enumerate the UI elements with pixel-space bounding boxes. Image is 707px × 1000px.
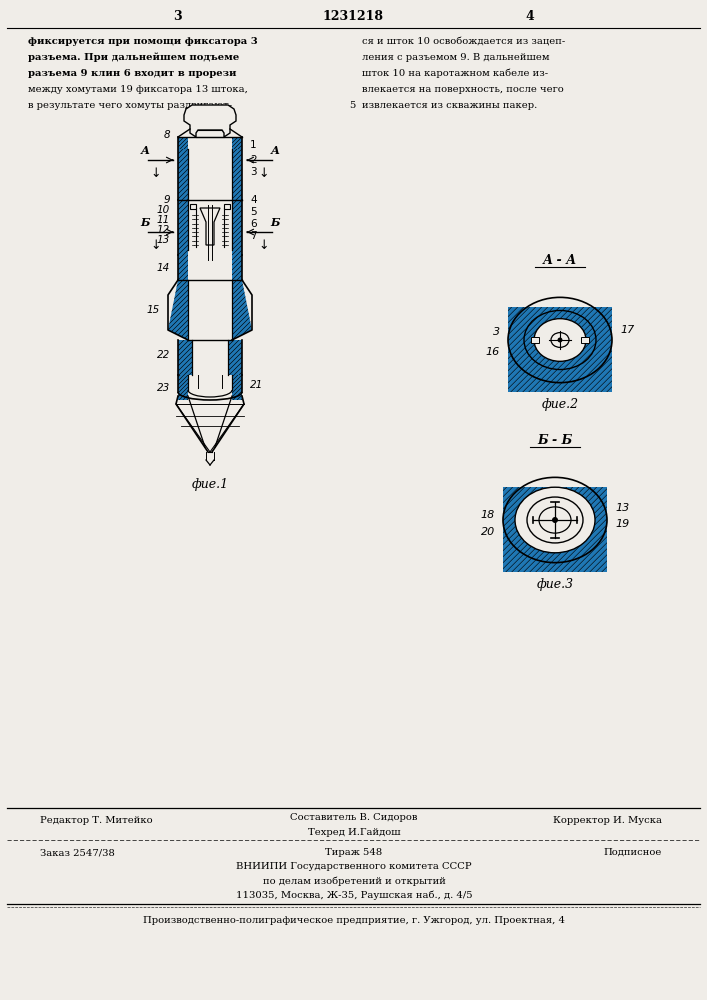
Text: 3: 3	[493, 327, 500, 337]
Text: ВНИИПИ Государственного комитета СССР: ВНИИПИ Государственного комитета СССР	[236, 862, 472, 871]
Text: 9: 9	[163, 195, 170, 205]
Ellipse shape	[551, 333, 569, 347]
Text: ся и шток 10 освобождается из зацеп-: ся и шток 10 освобождается из зацеп-	[362, 37, 566, 46]
Text: А: А	[271, 144, 279, 155]
Text: в результате чего хомуты раздвигают-: в результате чего хомуты раздвигают-	[28, 101, 232, 110]
Bar	[232, 375, 242, 400]
Ellipse shape	[527, 497, 583, 543]
Text: 13: 13	[615, 503, 629, 513]
Bar	[178, 137, 188, 149]
Text: 10: 10	[157, 205, 170, 215]
Text: ↓: ↓	[259, 239, 269, 252]
Text: 4: 4	[525, 10, 534, 23]
Bar	[178, 200, 188, 255]
Text: 1: 1	[250, 140, 257, 150]
Text: Редактор Т. Митейко: Редактор Т. Митейко	[40, 816, 153, 825]
Text: 14: 14	[157, 263, 170, 273]
Text: по делам изобретений и открытий: по делам изобретений и открытий	[262, 876, 445, 886]
Text: 13: 13	[157, 235, 170, 245]
Text: 2: 2	[250, 155, 257, 165]
Ellipse shape	[534, 319, 586, 361]
Text: А - А: А - А	[543, 253, 577, 266]
Ellipse shape	[515, 487, 595, 553]
Text: ↓: ↓	[259, 167, 269, 180]
Text: Б: Б	[140, 217, 150, 228]
Text: 1231218: 1231218	[322, 10, 383, 23]
Bar	[190, 204, 196, 209]
Text: 6: 6	[250, 219, 257, 229]
Text: шток 10 на каротажном кабеле из-: шток 10 на каротажном кабеле из-	[362, 69, 548, 79]
Text: 17: 17	[620, 325, 634, 335]
Text: Б: Б	[270, 217, 280, 228]
Text: ↓: ↓	[151, 167, 161, 180]
Text: Производственно-полиграфическое предприятие, г. Ужгород, ул. Проектная, 4: Производственно-полиграфическое предприя…	[143, 916, 565, 925]
Bar	[228, 340, 242, 375]
Bar	[232, 137, 242, 149]
Bar	[508, 307, 612, 392]
Text: 4: 4	[250, 195, 257, 205]
Text: 23: 23	[157, 383, 170, 393]
Text: 21: 21	[250, 380, 263, 390]
Bar	[580, 337, 589, 343]
Text: 7: 7	[250, 231, 257, 241]
Bar	[503, 487, 607, 572]
Bar	[224, 204, 230, 209]
Text: А: А	[141, 144, 149, 155]
Text: 5: 5	[250, 207, 257, 217]
Text: фие.1: фие.1	[192, 478, 228, 491]
Text: 12: 12	[157, 225, 170, 235]
Text: Заказ 2547/38: Заказ 2547/38	[40, 848, 115, 857]
Text: Тираж 548: Тираж 548	[325, 848, 382, 857]
Text: 22: 22	[157, 350, 170, 360]
Bar	[178, 375, 188, 400]
Text: 15: 15	[147, 305, 160, 315]
Bar	[178, 149, 188, 200]
Text: Подписное: Подписное	[604, 848, 662, 857]
Ellipse shape	[539, 507, 571, 533]
Bar	[531, 337, 539, 343]
Text: 16: 16	[486, 347, 500, 357]
Ellipse shape	[534, 319, 586, 361]
Circle shape	[552, 517, 558, 523]
Text: 20: 20	[481, 527, 495, 537]
Bar	[232, 200, 242, 255]
Bar	[178, 340, 192, 375]
Polygon shape	[232, 280, 252, 340]
Text: Б - Б: Б - Б	[537, 434, 573, 446]
Bar	[178, 255, 188, 280]
Text: 18: 18	[481, 510, 495, 520]
Polygon shape	[200, 208, 220, 245]
Text: разъема. При дальнейшем подъеме: разъема. При дальнейшем подъеме	[28, 53, 239, 62]
Text: ления с разъемом 9. В дальнейшем: ления с разъемом 9. В дальнейшем	[362, 53, 549, 62]
Text: разъема 9 клин 6 входит в прорези: разъема 9 клин 6 входит в прорези	[28, 69, 237, 78]
Text: 3: 3	[173, 10, 181, 23]
Text: Техред И.Гайдош: Техред И.Гайдош	[308, 828, 400, 837]
Text: фиксируется при помощи фиксатора 3: фиксируется при помощи фиксатора 3	[28, 37, 258, 46]
Text: 5: 5	[349, 101, 355, 110]
Text: 11: 11	[157, 215, 170, 225]
Text: 113035, Москва, Ж-35, Раушская наб., д. 4/5: 113035, Москва, Ж-35, Раушская наб., д. …	[235, 890, 472, 900]
Text: фие.2: фие.2	[542, 398, 578, 411]
Text: фие.3: фие.3	[537, 578, 573, 591]
Text: 8: 8	[163, 130, 170, 140]
Circle shape	[558, 338, 563, 342]
Text: 3: 3	[250, 167, 257, 177]
Text: Составитель В. Сидоров: Составитель В. Сидоров	[291, 813, 418, 822]
Text: Корректор И. Муска: Корректор И. Муска	[553, 816, 662, 825]
Bar	[232, 149, 242, 200]
Text: между хомутами 19 фиксатора 13 штока,: между хомутами 19 фиксатора 13 штока,	[28, 85, 248, 94]
Polygon shape	[168, 280, 188, 340]
Text: 19: 19	[615, 519, 629, 529]
Text: извлекается из скважины пакер.: извлекается из скважины пакер.	[362, 101, 537, 110]
Bar	[232, 255, 242, 280]
Polygon shape	[184, 105, 236, 137]
Text: ↓: ↓	[151, 239, 161, 252]
Text: влекается на поверхность, после чего: влекается на поверхность, после чего	[362, 85, 563, 94]
